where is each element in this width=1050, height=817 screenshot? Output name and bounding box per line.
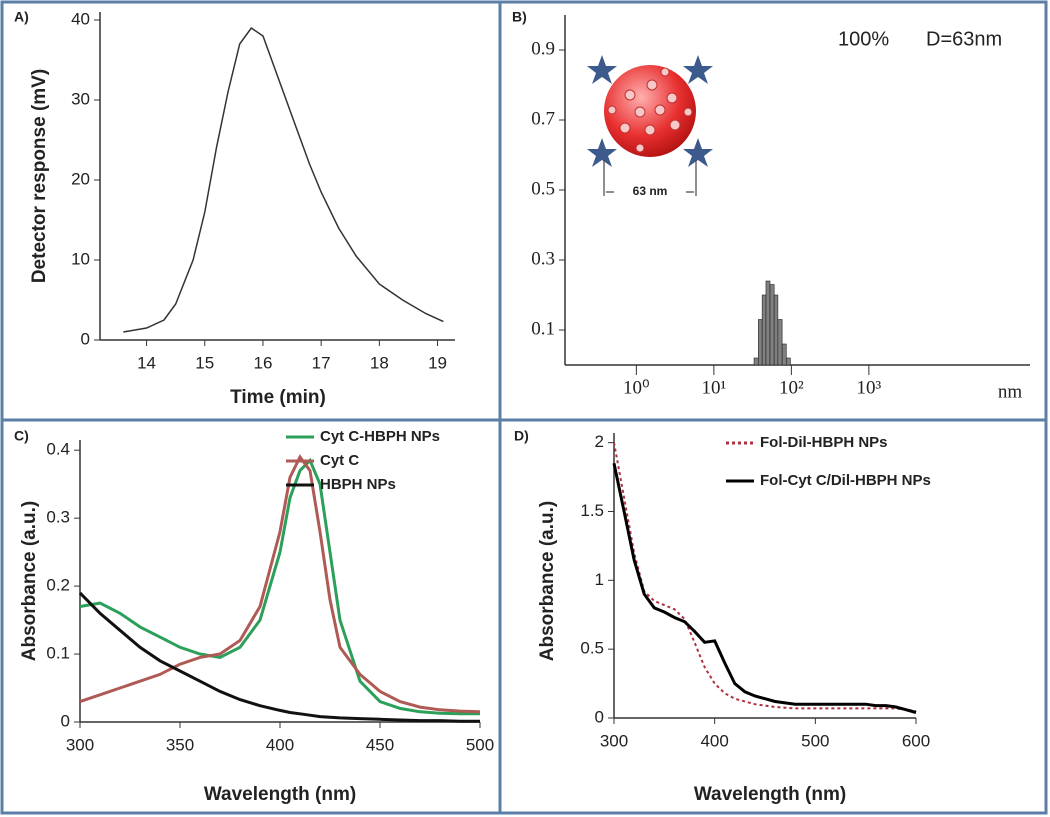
y-tick-label: 0.9	[531, 38, 555, 59]
y-tick-label: 0.7	[531, 108, 555, 129]
x-tick-label: 400	[266, 735, 294, 754]
annotation: 63 nm	[633, 184, 668, 198]
y-axis-label: Detector response (mV)	[29, 69, 50, 283]
series-line	[79, 454, 481, 714]
x-tick-label: 17	[312, 353, 331, 372]
panel-label: A)	[14, 9, 29, 25]
bar	[765, 280, 771, 366]
y-tick-label: 1.5	[580, 501, 604, 520]
bar	[758, 319, 763, 366]
y-tick-label: 20	[71, 169, 90, 188]
x-tick-label: 500	[466, 735, 494, 754]
series-line	[612, 462, 917, 714]
panel-label: C)	[14, 428, 29, 444]
x-tick-label: 300	[600, 731, 628, 750]
annotation: 100%	[838, 28, 889, 50]
y-tick-label: 1	[595, 570, 604, 589]
x-tick-label: 10³	[857, 377, 882, 398]
x-tick-label: 10⁰	[623, 377, 650, 398]
bar	[769, 284, 775, 366]
y-tick-label: 0.3	[531, 248, 555, 269]
x-tick-label: 10²	[779, 377, 804, 398]
bar	[781, 343, 787, 366]
series-line	[613, 442, 917, 713]
y-tick-label: 30	[71, 89, 90, 108]
x-tick-label: 450	[366, 735, 394, 754]
y-tick-label: 40	[71, 9, 90, 28]
x-tick-label: 10¹	[702, 377, 727, 398]
x-axis-label: Time (min)	[230, 387, 326, 408]
bar	[753, 357, 759, 366]
x-tick-label: 15	[195, 353, 214, 372]
series-line	[123, 26, 444, 333]
y-tick-label: 0	[61, 711, 70, 730]
y-tick-label: 0.1	[531, 318, 555, 339]
series-line	[79, 457, 480, 716]
legend-label: Fol-Cyt C/Dil-HBPH NPs	[760, 472, 931, 489]
y-axis-label: Absorbance (a.u.)	[19, 501, 40, 661]
x-tick-label: 14	[137, 353, 156, 372]
x-tick-label: 16	[253, 353, 272, 372]
bar	[785, 357, 791, 366]
legend-label: Cyt C-HBPH NPs	[320, 428, 440, 445]
y-tick-label: 0	[595, 707, 604, 726]
panel-label: D)	[514, 428, 529, 444]
y-tick-label: 0	[81, 329, 90, 348]
x-tick-label: 300	[66, 735, 94, 754]
x-tick-label: 18	[370, 353, 389, 372]
legend-label: Fol-Dil-HBPH NPs	[760, 434, 888, 451]
x-tick-label: 500	[801, 731, 829, 750]
bar	[761, 294, 767, 366]
legend-label: Cyt C	[320, 452, 359, 469]
bar	[777, 319, 783, 366]
y-tick-label: 0.5	[531, 178, 555, 199]
x-tick-label: 350	[166, 735, 194, 754]
y-tick-label: 0.4	[46, 440, 70, 459]
panel-label: B)	[512, 9, 527, 25]
x-axis-label: Wavelength (nm)	[694, 784, 846, 805]
x-unit: nm	[998, 381, 1023, 402]
y-tick-label: 0.5	[580, 639, 604, 658]
y-tick-label: 0.2	[46, 576, 70, 595]
bar	[773, 294, 779, 366]
x-tick-label: 19	[428, 353, 447, 372]
y-tick-label: 10	[71, 249, 90, 268]
y-tick-label: 0.3	[46, 508, 70, 527]
x-tick-label: 600	[902, 731, 930, 750]
legend-label: HBPH NPs	[320, 476, 396, 493]
y-tick-label: 0.1	[46, 644, 70, 663]
y-axis-label: Absorbance (a.u.)	[537, 501, 558, 661]
y-tick-label: 2	[595, 432, 604, 451]
annotation: D=63nm	[926, 28, 1002, 50]
x-tick-label: 400	[700, 731, 728, 750]
x-axis-label: Wavelength (nm)	[204, 784, 356, 805]
series-line	[78, 591, 480, 723]
inset-particle	[587, 55, 713, 196]
